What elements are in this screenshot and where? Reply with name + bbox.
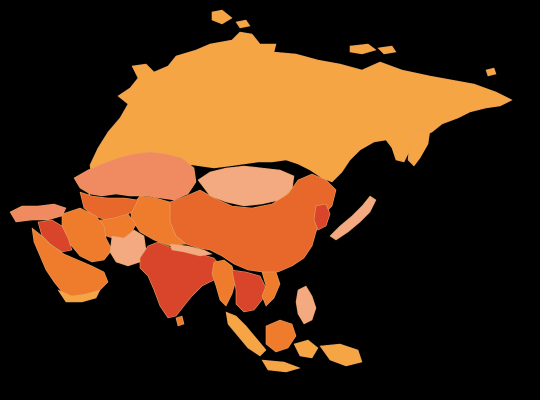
region-arabia-south[interactable] <box>57 289 101 303</box>
region-malaysia-sumatra[interactable] <box>225 311 267 357</box>
region-nepal-bhutan[interactable] <box>169 243 213 257</box>
region-arctic-islands[interactable] <box>211 9 497 77</box>
region-sri-lanka[interactable] <box>175 315 185 327</box>
region-indonesia-islands[interactable] <box>261 339 363 373</box>
region-myanmar[interactable] <box>211 259 237 307</box>
region-china[interactable] <box>169 173 337 273</box>
region-kazakhstan[interactable] <box>73 151 197 201</box>
region-sakhalin-kamchatka[interactable] <box>407 127 431 167</box>
region-philippines[interactable] <box>295 285 317 325</box>
region-mongolia[interactable] <box>197 165 295 207</box>
region-japan[interactable] <box>329 195 377 241</box>
region-vietnam[interactable] <box>261 271 281 307</box>
region-afghanistan[interactable] <box>99 213 137 241</box>
region-korea[interactable] <box>313 203 331 231</box>
region-russia[interactable] <box>87 31 513 199</box>
region-borneo[interactable] <box>265 319 297 353</box>
region-thailand-indochina[interactable] <box>231 269 267 313</box>
region-turkey[interactable] <box>9 203 67 223</box>
